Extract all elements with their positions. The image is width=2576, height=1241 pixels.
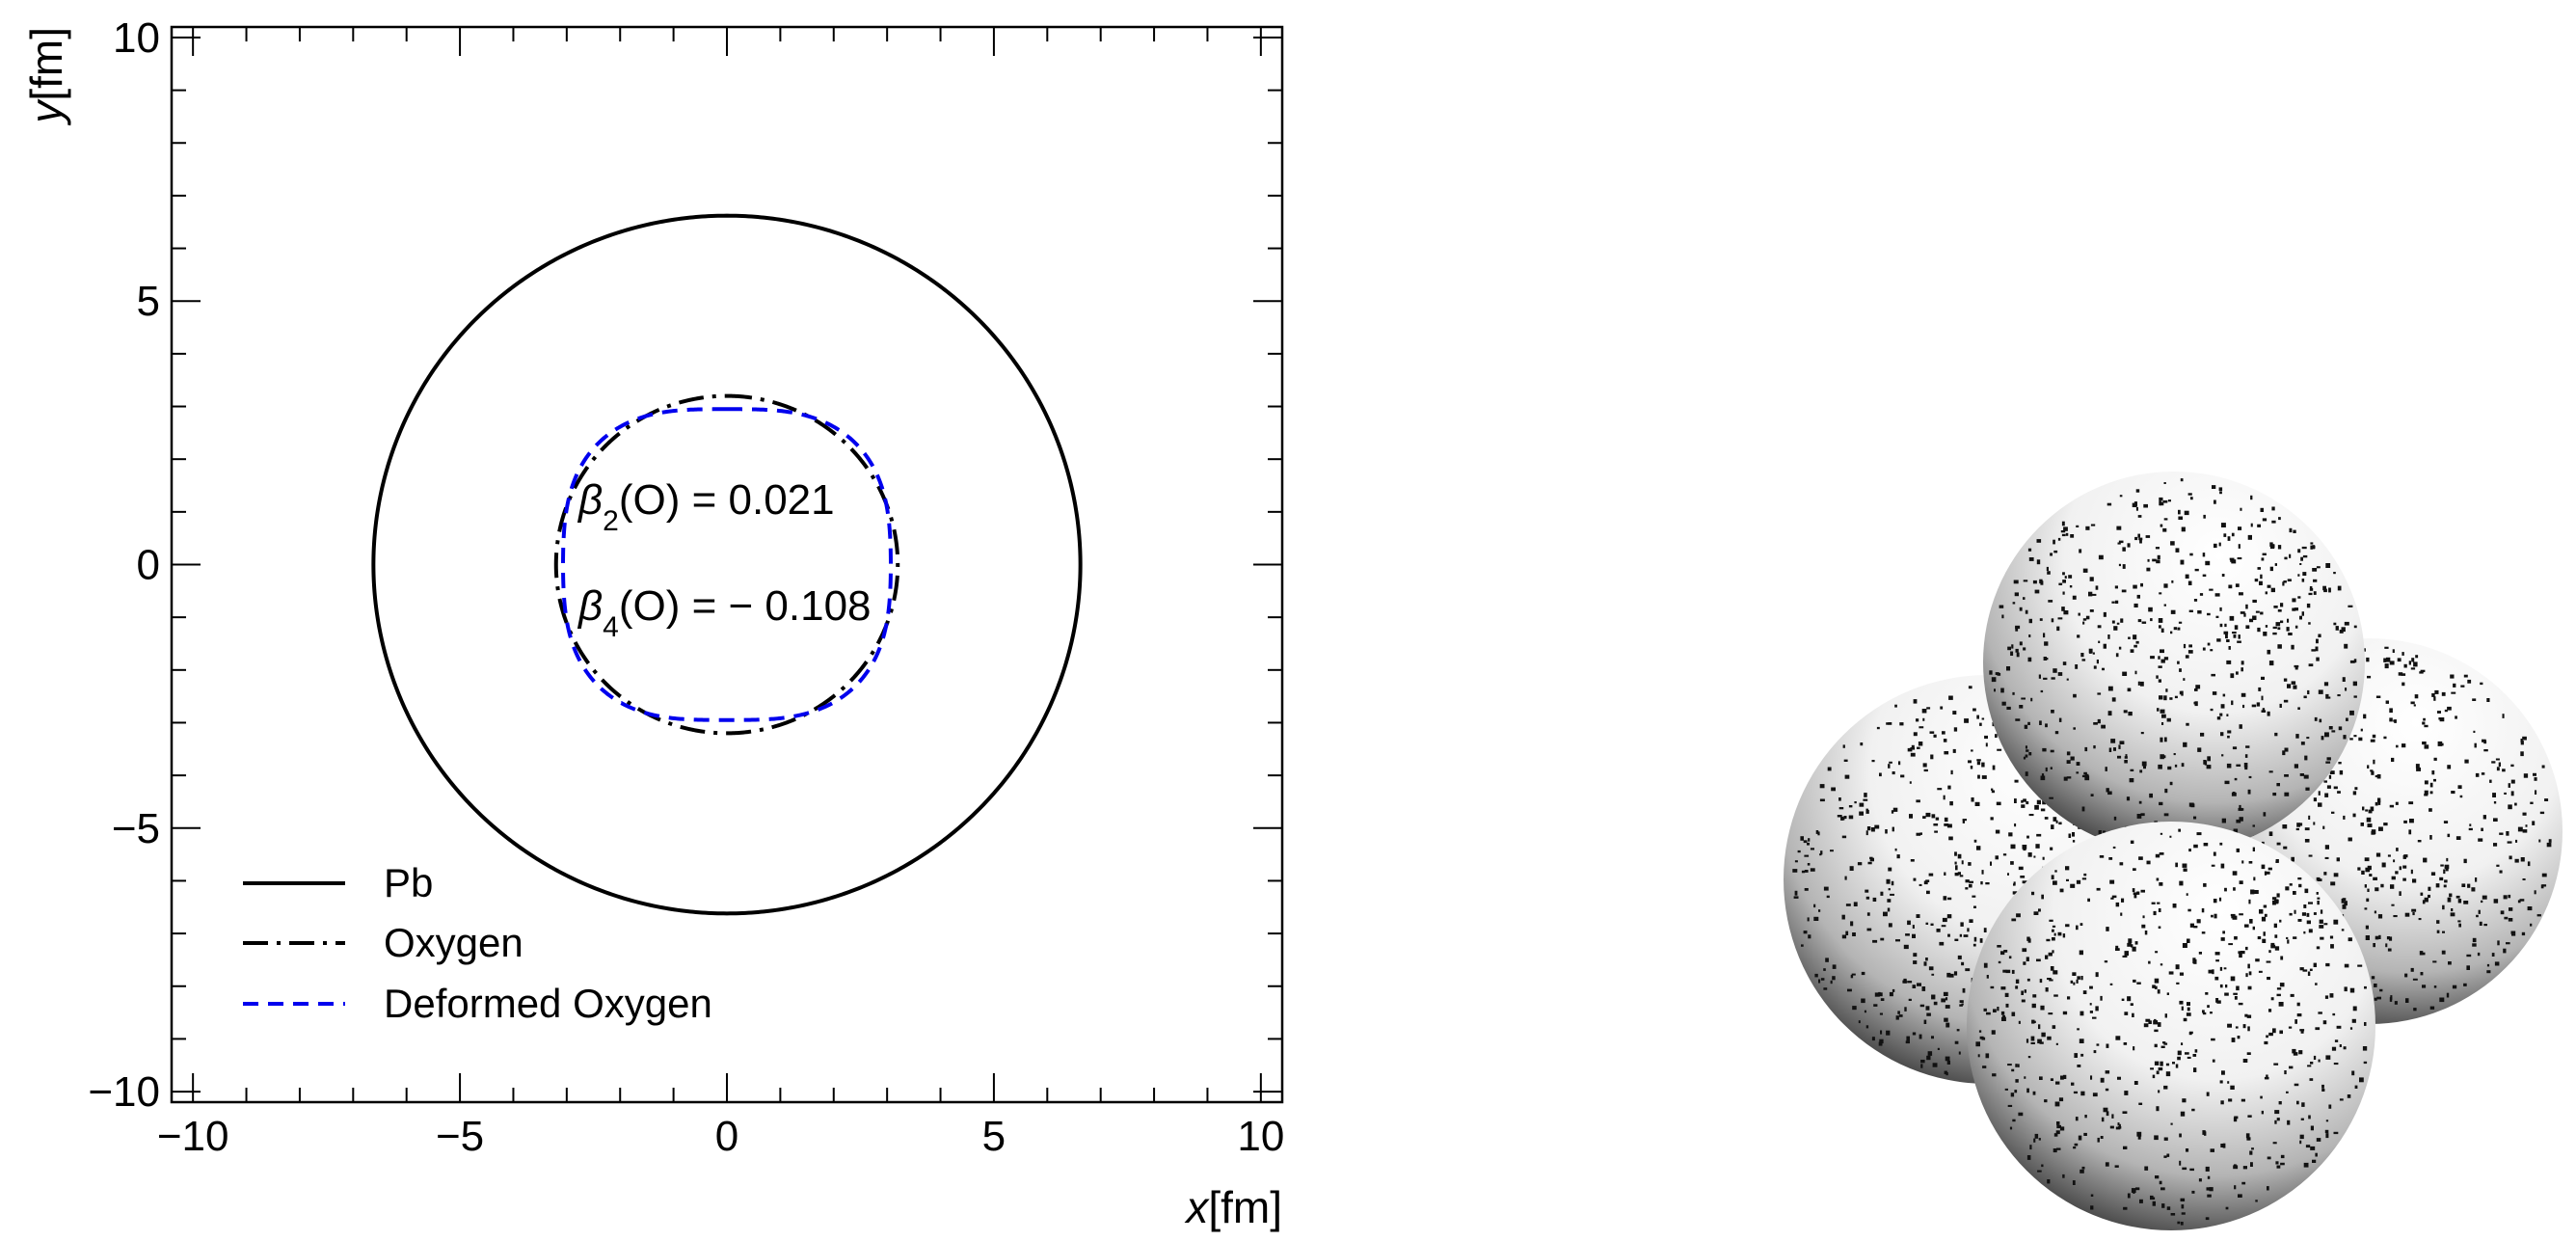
- y-axis-variable: y: [21, 98, 71, 126]
- x-axis-unit: [fm]: [1208, 1182, 1282, 1232]
- nucleus-cluster-image: [1784, 472, 2563, 1230]
- series-deformed-oxygen: [561, 407, 893, 722]
- annotation-beta4: β4(O) = − 0.108: [577, 582, 872, 643]
- series-pb: [371, 213, 1083, 916]
- y-tick-label: 0: [137, 542, 160, 589]
- x-axis-variable: x: [1184, 1182, 1210, 1232]
- y-tick-label: −5: [112, 805, 160, 852]
- legend: Pb Oxygen Deformed Oxygen: [243, 860, 712, 1026]
- plot-frame: [170, 25, 1284, 1104]
- x-tick-label: −10: [157, 1113, 229, 1160]
- x-tick-label: −5: [436, 1113, 484, 1160]
- x-tick-label: 5: [982, 1113, 1006, 1160]
- y-tick-label: 10: [113, 14, 160, 62]
- legend-label-oxygen: Oxygen: [384, 920, 523, 965]
- axis-ticks: [172, 27, 1282, 1102]
- legend-label-deformed-oxygen: Deformed Oxygen: [384, 981, 712, 1026]
- y-axis-unit: [fm]: [21, 27, 71, 101]
- x-tick-label: 10: [1237, 1113, 1284, 1160]
- x-tick-label: 0: [715, 1113, 738, 1160]
- y-tick-label: 5: [137, 278, 160, 325]
- sphere-front: [1967, 822, 2375, 1230]
- curves: [371, 213, 1083, 916]
- sphere-top: [1983, 472, 2365, 853]
- y-tick-labels: −10 −5 0 5 10: [88, 14, 160, 1116]
- annotation-beta2: β2(O) = 0.021: [577, 476, 835, 537]
- x-tick-labels: −10 −5 0 5 10: [157, 1113, 1284, 1160]
- x-axis-label: x[fm]: [1184, 1182, 1282, 1232]
- series-oxygen: [553, 393, 900, 736]
- y-axis-label: y[fm]: [21, 27, 71, 126]
- y-tick-label: −10: [88, 1068, 160, 1116]
- legend-label-pb: Pb: [384, 860, 433, 905]
